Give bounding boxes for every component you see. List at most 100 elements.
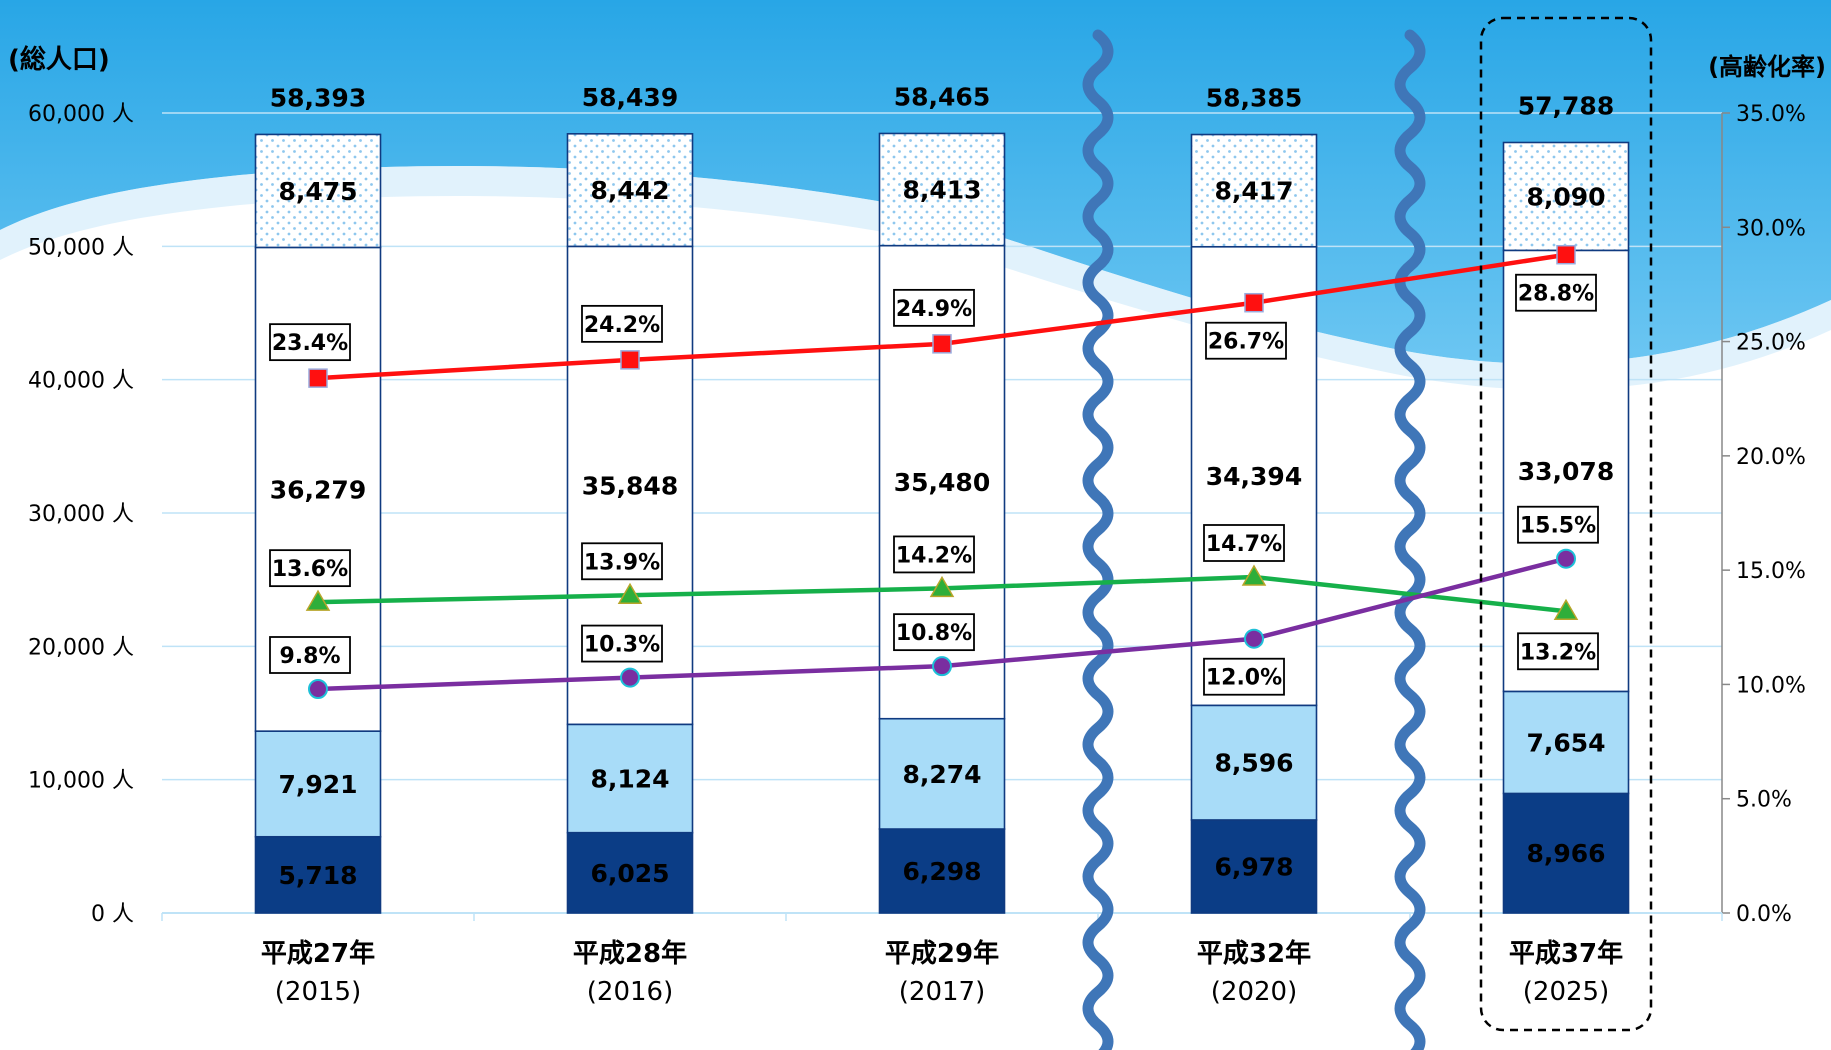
axes: 0 人 10,000 人 20,000 人 30,000 人 40,000 人 50,00…	[8, 44, 1826, 927]
bar-segment	[1190, 133, 1318, 248]
square-marker	[932, 334, 952, 354]
rate-label-box	[269, 549, 351, 588]
circle-marker	[1556, 548, 1576, 569]
category-year-label: (2020)	[1211, 977, 1297, 1007]
rate-label-box	[1517, 632, 1599, 671]
rate-label: 15.5%	[1520, 514, 1596, 539]
rate-label-box	[1203, 657, 1285, 696]
category-label: 平成27年	[261, 938, 375, 969]
rate-label-box	[1517, 505, 1599, 544]
right-tick-label: 25.0%	[1736, 331, 1806, 356]
circle-marker	[932, 656, 952, 677]
left-tick-label: 30,000 人	[28, 502, 134, 527]
rate-label-box	[581, 624, 663, 663]
right-tick-label: 30.0%	[1736, 216, 1806, 241]
rate-label: 12.0%	[1206, 666, 1282, 691]
bar-segment	[566, 831, 694, 914]
circle-marker	[620, 667, 640, 688]
segment-label: 8,124	[590, 765, 669, 794]
left-tick-label: 60,000 人	[28, 102, 134, 127]
segment-label: 7,654	[1526, 728, 1605, 757]
rate-label-box	[1203, 524, 1285, 562]
left-tick-label: 20,000 人	[28, 635, 134, 660]
rate-label-box	[269, 636, 351, 674]
segment-label: 8,475	[278, 177, 357, 206]
left-tick-label: 40,000 人	[28, 369, 134, 394]
left-tick-label: 50,000 人	[28, 235, 134, 260]
bar-segment	[1190, 819, 1318, 914]
rate-label-box	[1515, 273, 1597, 312]
rate-label: 26.7%	[1208, 330, 1284, 355]
segment-label: 8,417	[1214, 177, 1293, 206]
segment-label: 6,298	[902, 857, 981, 886]
data-labels: 5,718 7,921 36,279 8,475 58,393 平成27年 (2015) 6,…	[261, 82, 1623, 1007]
triangle-marker	[305, 589, 331, 611]
segment-label: 5,718	[278, 861, 357, 890]
category-year-label: (2017)	[899, 977, 985, 1007]
bar-segment	[1190, 704, 1318, 821]
segment-label: 6,025	[590, 859, 669, 888]
right-tick-label: 5.0%	[1736, 788, 1792, 813]
axis-breaks	[1082, 29, 1426, 1050]
triangle-marker	[1241, 564, 1267, 586]
category-label: 平成32年	[1197, 938, 1311, 969]
segment-label: 8,090	[1526, 182, 1605, 211]
rate-label: 10.3%	[584, 633, 660, 658]
bar-segment	[254, 730, 382, 838]
total-label: 58,439	[582, 83, 678, 112]
total-label: 58,385	[1206, 84, 1302, 113]
right-tick-label: 0.0%	[1736, 902, 1792, 927]
bar-segment	[254, 835, 382, 914]
bar-segment	[1502, 141, 1630, 252]
total-label: 58,393	[270, 83, 366, 112]
rate-label-box	[581, 542, 663, 581]
right-tick-label: 20.0%	[1736, 445, 1806, 470]
bar-segment	[1502, 690, 1630, 795]
rate-label-box	[581, 304, 663, 343]
segment-label: 35,848	[582, 471, 678, 500]
rate-label: 14.7%	[1206, 532, 1282, 557]
category-label: 平成28年	[573, 938, 687, 969]
right-tick-label: 15.0%	[1736, 559, 1806, 584]
segment-label: 35,480	[894, 468, 990, 497]
triangle-marker	[1553, 598, 1579, 621]
segment-label: 6,978	[1214, 852, 1293, 881]
circle-marker	[308, 679, 328, 699]
rate-label: 10.8%	[896, 621, 972, 646]
rate-label: 13.6%	[272, 557, 348, 582]
segment-label: 8,442	[590, 176, 669, 205]
square-marker	[1556, 244, 1576, 265]
rate-label: 24.9%	[896, 297, 972, 322]
rate-label-box	[893, 288, 975, 327]
square-marker	[1244, 292, 1264, 313]
rate-label: 28.8%	[1518, 282, 1594, 307]
circle-marker	[1244, 628, 1264, 649]
highlight-box	[1479, 16, 1653, 1032]
total-label: 58,465	[894, 82, 990, 111]
rate-label: 23.4%	[272, 331, 348, 356]
category-label: 平成37年	[1509, 938, 1623, 969]
right-axis-title: (高齢化率)	[1708, 53, 1826, 81]
segment-label: 34,394	[1206, 462, 1302, 491]
segment-label: 33,078	[1518, 457, 1614, 486]
square-marker	[620, 350, 640, 370]
bar-segment	[254, 133, 382, 249]
segment-label: 8,966	[1526, 839, 1605, 868]
bar-segment	[878, 132, 1006, 247]
category-year-label: (2016)	[587, 977, 673, 1007]
axis-break-wave	[1394, 29, 1426, 1050]
left-axis-title: (総人口)	[8, 44, 110, 75]
category-year-label: (2015)	[275, 977, 361, 1007]
rate-label-box	[269, 323, 351, 362]
left-tick-label: 0 人	[91, 902, 134, 927]
segment-label: 7,921	[278, 770, 357, 799]
rate-label: 24.2%	[584, 313, 660, 338]
segment-label: 8,413	[902, 176, 981, 205]
right-tick-label: 10.0%	[1736, 673, 1806, 698]
triangle-marker	[617, 582, 643, 605]
segment-label: 8,274	[902, 760, 981, 789]
total-label: 57,788	[1518, 91, 1614, 120]
right-tick-label: 35.0%	[1736, 102, 1806, 127]
category-year-label: (2025)	[1523, 977, 1609, 1007]
